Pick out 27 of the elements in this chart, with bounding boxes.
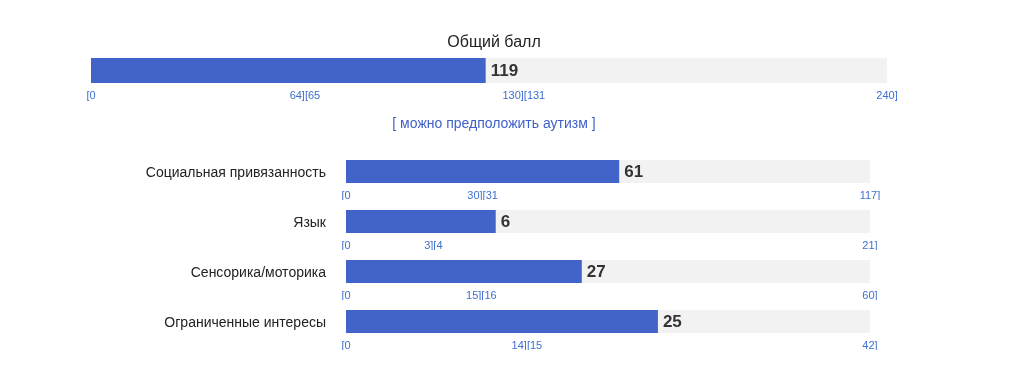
y-tick-label: Социальная привязанность [145,163,326,180]
data-label: 27 [586,262,606,281]
x-tick-label: 30][31 [467,188,498,201]
x-tick-label: 15][16 [466,288,497,301]
x-tick-label: 130][131 [502,88,546,101]
x-tick-label: 42] [862,338,878,351]
annotation: [ можно предположить аутизм ] [392,115,596,131]
x-tick-label: 64][65 [289,88,321,101]
x-tick-label: 240] [876,88,898,101]
x-tick-label: [0 [341,188,351,201]
x-tick-label: [0 [341,288,351,301]
x-tick-label: [0 [86,88,96,101]
x-tick-label: 21] [862,238,878,251]
y-tick-label: Сенсорика/моторика [190,263,327,280]
y-tick-label: Язык [293,213,327,230]
data-label: 6 [500,212,511,231]
y-tick-label: Ограниченные интересы [164,313,326,330]
chart-title: Общий балл [447,32,541,50]
x-tick-label: 60] [862,288,878,301]
data-label: 61 [624,162,644,181]
x-tick-label: 3][4 [424,238,443,251]
x-tick-label: [0 [341,238,351,251]
data-label: 25 [662,312,682,331]
x-tick-label: [0 [341,338,351,351]
x-tick-label: 117] [859,188,881,201]
data-label: 119 [490,61,519,80]
x-tick-label: 14][15 [511,338,543,351]
